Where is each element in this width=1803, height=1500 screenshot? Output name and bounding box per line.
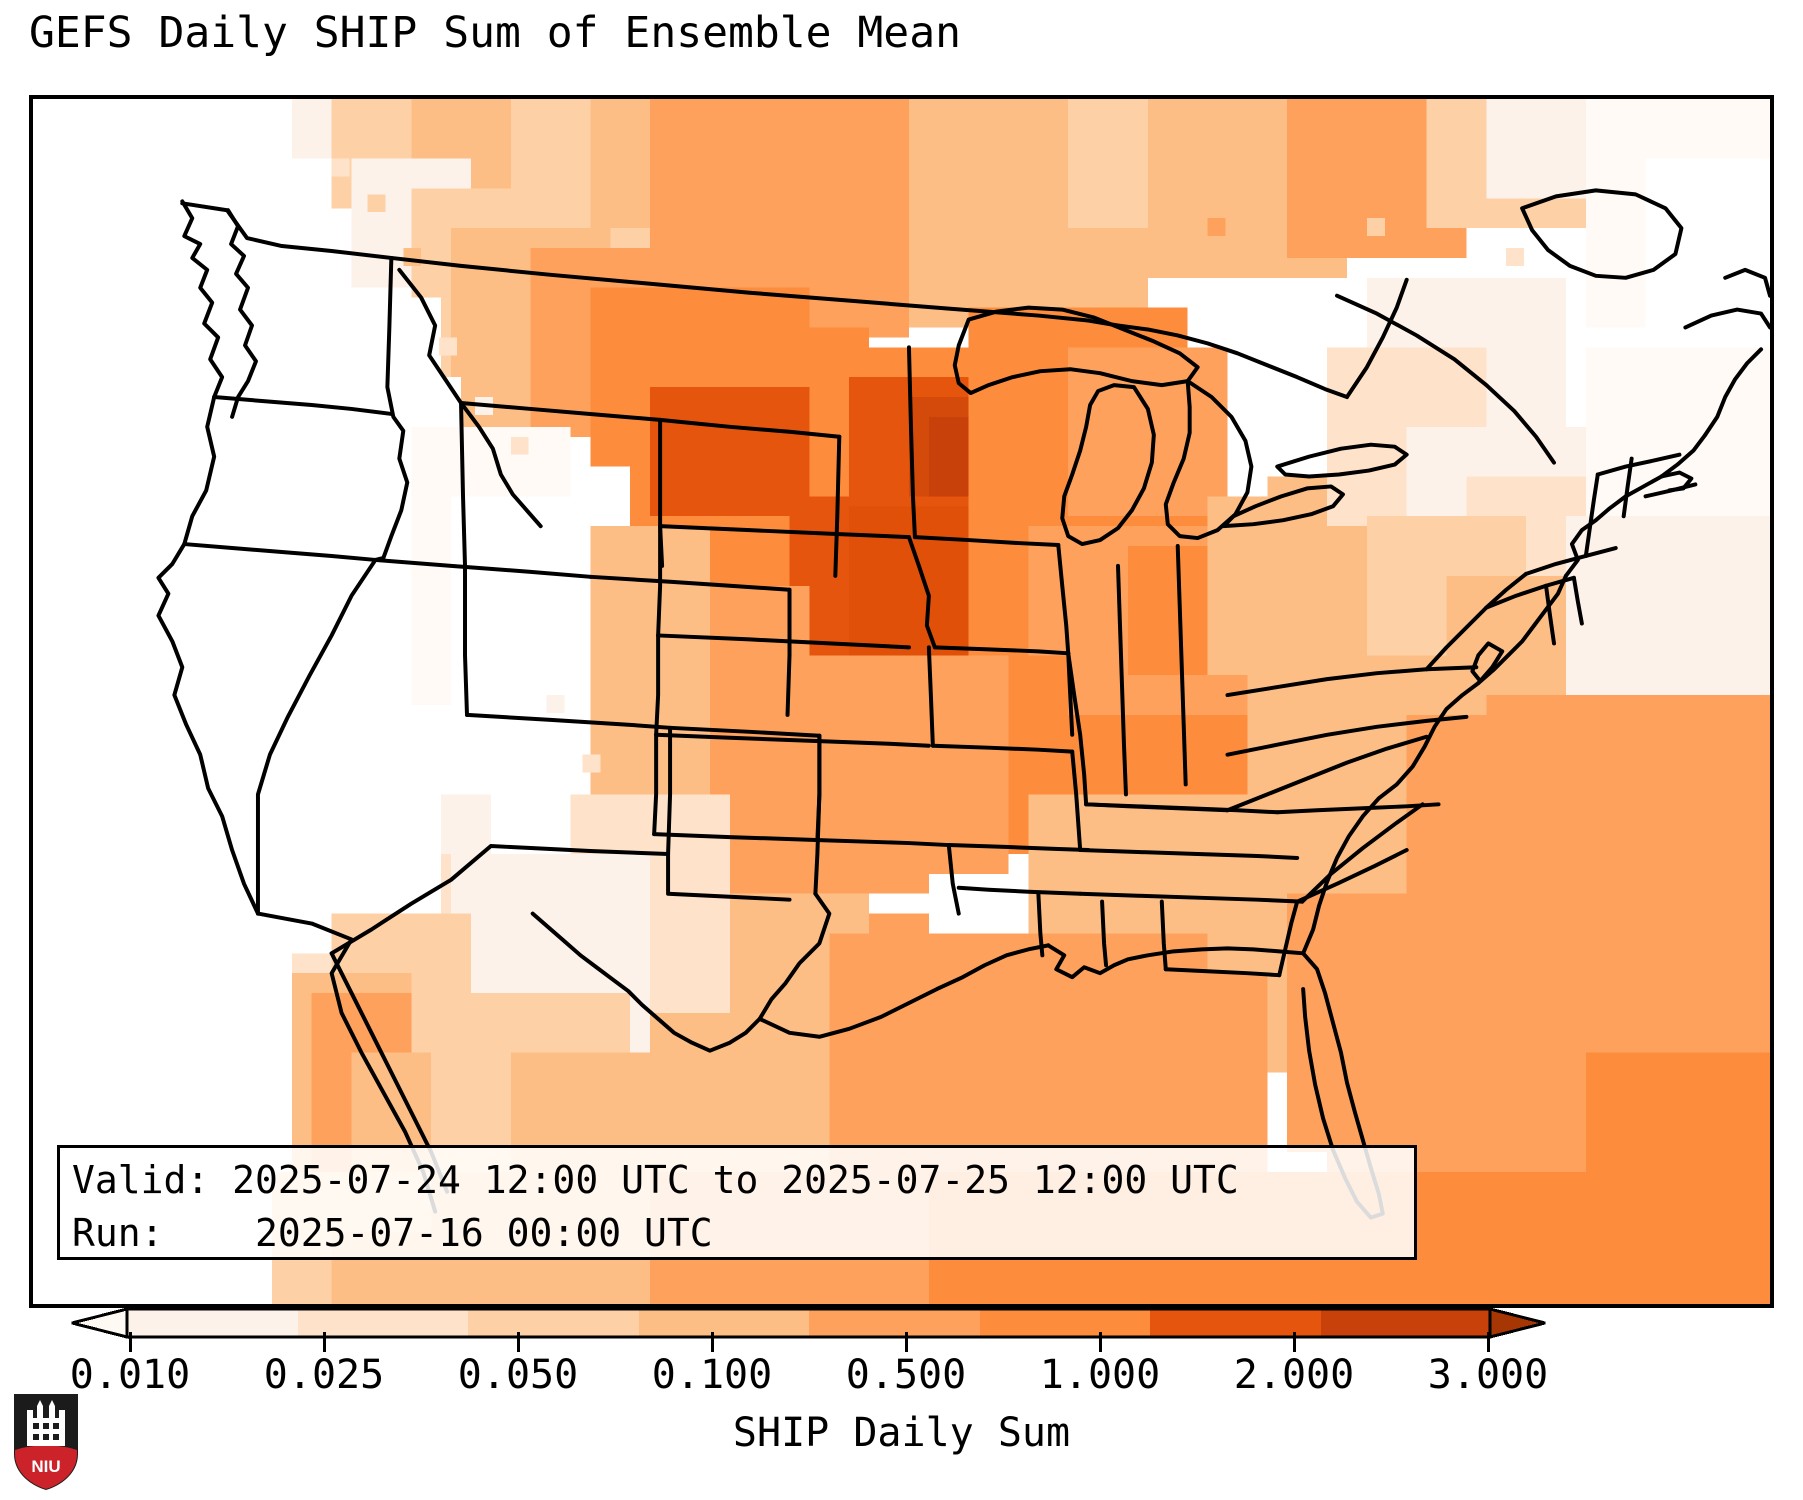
colorbar-tick xyxy=(905,1332,908,1352)
colorbar-tick-labels: 0.010 0.025 0.050 0.100 0.500 1.000 2.00… xyxy=(0,1352,1803,1404)
tower-windows xyxy=(33,1423,59,1440)
colorbar-tick-label: 0.010 xyxy=(69,1352,191,1398)
colorbar-tick-label: 0.500 xyxy=(845,1352,967,1398)
map-plot-frame xyxy=(29,95,1774,1308)
shield-red-band xyxy=(15,1445,77,1489)
colorbar-tick xyxy=(1293,1332,1296,1352)
colorbar-tick xyxy=(1487,1332,1490,1352)
colorbar-tick-label: 3.000 xyxy=(1427,1352,1549,1398)
forecast-info-box: Valid: 2025-07-24 12:00 UTC to 2025-07-2… xyxy=(57,1145,1417,1260)
ship-field-raster xyxy=(33,99,1770,1304)
page-title: GEFS Daily SHIP Sum of Ensemble Mean xyxy=(29,8,961,58)
valid-time-line: Valid: 2025-07-24 12:00 UTC to 2025-07-2… xyxy=(72,1158,1239,1202)
colorbar-tick xyxy=(711,1332,714,1352)
colorbar-tick xyxy=(1099,1332,1102,1352)
castle-tower-icon xyxy=(27,1400,65,1446)
colorbar-tick-label: 0.050 xyxy=(457,1352,579,1398)
map-canvas xyxy=(33,99,1770,1304)
colorbar-bands xyxy=(127,1309,1490,1337)
colorbar-tick-label: 2.000 xyxy=(1233,1352,1355,1398)
colorbar-tick xyxy=(129,1332,132,1352)
colorbar-tick-label: 1.000 xyxy=(1039,1352,1161,1398)
colorbar[interactable] xyxy=(0,1306,1803,1340)
niu-wordmark: NIU xyxy=(31,1457,60,1476)
colorbar-ticks xyxy=(0,1332,1803,1354)
colorbar-axis-label: SHIP Daily Sum xyxy=(732,1410,1071,1456)
niu-logo: NIU xyxy=(14,1394,78,1490)
run-time-line: Run: 2025-07-16 00:00 UTC xyxy=(72,1211,713,1255)
colorbar-tick-label: 0.100 xyxy=(651,1352,773,1398)
colorbar-tick-label: 0.025 xyxy=(263,1352,385,1398)
map-borders xyxy=(156,188,1770,1220)
colorbar-tick xyxy=(323,1332,326,1352)
colorbar-tick xyxy=(517,1332,520,1352)
